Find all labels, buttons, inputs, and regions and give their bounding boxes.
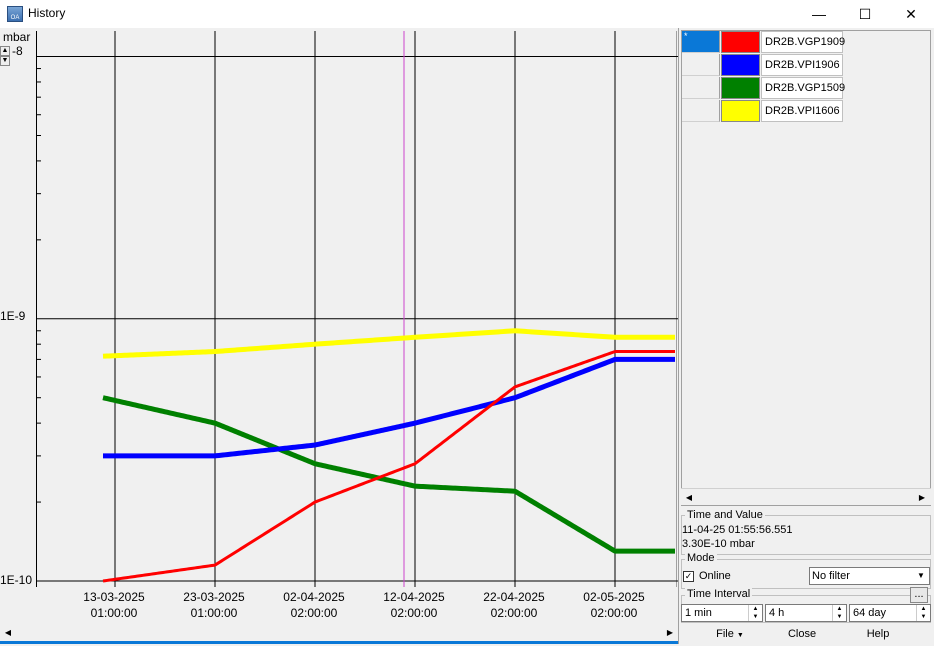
series-color-swatch[interactable]: [721, 31, 760, 53]
time-interval-title: Time Interval: [685, 588, 753, 600]
mode-title: Mode: [685, 552, 717, 564]
series-select-cell[interactable]: [682, 54, 720, 76]
title-bar: OA History — ☐ ✕: [0, 0, 934, 28]
time-value-group: [681, 515, 931, 555]
y-scale-up-icon[interactable]: ▲: [0, 46, 10, 56]
series-name[interactable]: DR2B.VGP1909: [761, 31, 845, 53]
time-readout: 11-04-25 01:55:56.551: [682, 524, 793, 536]
unit-label: mbar: [3, 30, 31, 44]
file-menu-label: File: [716, 628, 734, 640]
window-value: 4 h: [769, 607, 785, 619]
plot-area[interactable]: [36, 31, 678, 587]
app-icon: OA: [7, 6, 23, 22]
spinner-arrows-icon[interactable]: ▲ ▼: [916, 605, 930, 621]
series-row[interactable]: DR2B.VPI1606: [682, 100, 930, 123]
series-select-cell[interactable]: [682, 100, 720, 122]
series-select-cell[interactable]: *: [682, 31, 720, 53]
y-label-mid: 1E-9: [0, 309, 26, 323]
x-tick-date: 23-03-2025: [183, 590, 245, 604]
x-tick-date: 13-03-2025: [83, 590, 145, 604]
x-tick-label: 02-04-2025 02:00:00: [274, 589, 354, 621]
spinner-arrows-icon[interactable]: ▲ ▼: [832, 605, 846, 621]
spinner-arrows-icon[interactable]: ▲ ▼: [748, 605, 762, 621]
series-scroll-right-icon[interactable]: ▶: [918, 493, 926, 502]
window-spinner[interactable]: 4 h ▲ ▼: [765, 604, 847, 622]
y-scale-down-icon[interactable]: ▼: [0, 56, 10, 66]
x-tick-time: 02:00:00: [490, 606, 538, 620]
series-name[interactable]: DR2B.VGP1509: [761, 77, 845, 99]
help-button[interactable]: Help: [866, 628, 890, 640]
x-tick-label: 02-05-2025 02:00:00: [574, 589, 654, 621]
filter-select[interactable]: No filter ▼: [809, 567, 930, 585]
series-list-scrollbar[interactable]: ◀ ▶: [681, 488, 931, 505]
series-line: [102, 350, 675, 583]
range-value: 64 day: [853, 607, 887, 619]
x-tick-date: 12-04-2025: [383, 590, 445, 604]
series-list[interactable]: * DR2B.VGP1909 DR2B.VPI1906 DR2B.VGP1509…: [681, 30, 931, 506]
chevron-down-icon: ▼: [736, 632, 744, 639]
series-color-swatch[interactable]: [721, 77, 760, 99]
series-row[interactable]: DR2B.VPI1906: [682, 54, 930, 77]
online-label: Online: [699, 570, 731, 582]
app-icon-text: OA: [10, 15, 20, 21]
step-spinner[interactable]: 1 min ▲ ▼: [681, 604, 763, 622]
x-tick-time: 02:00:00: [590, 606, 638, 620]
chart-horizontal-scrollbar[interactable]: ◀ ▶: [0, 625, 678, 641]
series-scroll-left-icon[interactable]: ◀: [685, 493, 693, 502]
series-row[interactable]: DR2B.VGP1509: [682, 77, 930, 100]
x-tick-date: 02-04-2025: [283, 590, 345, 604]
x-tick-time: 01:00:00: [90, 606, 138, 620]
x-tick-date: 22-04-2025: [483, 590, 545, 604]
chart-area[interactable]: mbar ▲ ▼ -8 1E-9 1E-10 13-03-2025 01:00:0…: [0, 28, 678, 624]
scroll-left-icon[interactable]: ◀: [4, 628, 12, 637]
x-tick-label: 12-04-2025 02:00:00: [374, 589, 454, 621]
series-line: [102, 395, 676, 554]
scroll-right-icon[interactable]: ▶: [666, 628, 674, 637]
series-color-swatch[interactable]: [721, 54, 760, 76]
x-tick-time: 02:00:00: [290, 606, 338, 620]
x-tick-label: 22-04-2025 02:00:00: [474, 589, 554, 621]
history-chart[interactable]: [37, 31, 678, 587]
step-value: 1 min: [685, 607, 712, 619]
window-title: History: [28, 6, 66, 20]
y-label-bottom: 1E-10: [0, 573, 33, 587]
filter-select-value: No filter: [812, 570, 850, 582]
maximize-button[interactable]: ☐: [858, 5, 872, 22]
x-tick-label: 23-03-2025 01:00:00: [174, 589, 254, 621]
file-menu-button[interactable]: File ▼: [700, 624, 760, 644]
series-line: [102, 328, 676, 359]
series-row[interactable]: * DR2B.VGP1909: [682, 31, 930, 54]
chevron-down-icon[interactable]: ▼: [917, 571, 925, 580]
series-name[interactable]: DR2B.VPI1606: [761, 100, 843, 122]
taskbar-strip: [0, 641, 678, 644]
close-button[interactable]: Close: [787, 628, 817, 640]
range-spinner[interactable]: 64 day ▲ ▼: [849, 604, 931, 622]
x-tick-date: 02-05-2025: [583, 590, 645, 604]
series-name[interactable]: DR2B.VPI1906: [761, 54, 843, 76]
time-value-title: Time and Value: [685, 509, 765, 521]
y-label-top: -8: [12, 44, 23, 58]
series-select-cell[interactable]: [682, 77, 720, 99]
online-checkbox[interactable]: ✓: [683, 571, 694, 582]
close-window-button[interactable]: ✕: [905, 5, 917, 22]
series-color-swatch[interactable]: [721, 100, 760, 122]
mode-group: [681, 559, 931, 589]
series-line: [102, 356, 676, 459]
time-interval-more-button[interactable]: ...: [910, 587, 928, 603]
x-tick-label: 13-03-2025 01:00:00: [74, 589, 154, 621]
value-readout: 3.30E-10 mbar: [682, 538, 755, 550]
x-tick-time: 01:00:00: [190, 606, 238, 620]
minimize-button[interactable]: —: [812, 6, 826, 22]
x-tick-time: 02:00:00: [390, 606, 438, 620]
right-panel: * DR2B.VGP1909 DR2B.VPI1906 DR2B.VGP1509…: [678, 28, 934, 644]
